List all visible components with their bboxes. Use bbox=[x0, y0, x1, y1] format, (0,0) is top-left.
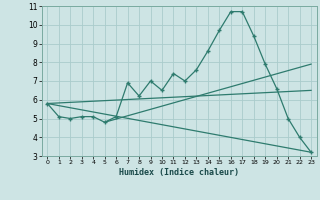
X-axis label: Humidex (Indice chaleur): Humidex (Indice chaleur) bbox=[119, 168, 239, 177]
